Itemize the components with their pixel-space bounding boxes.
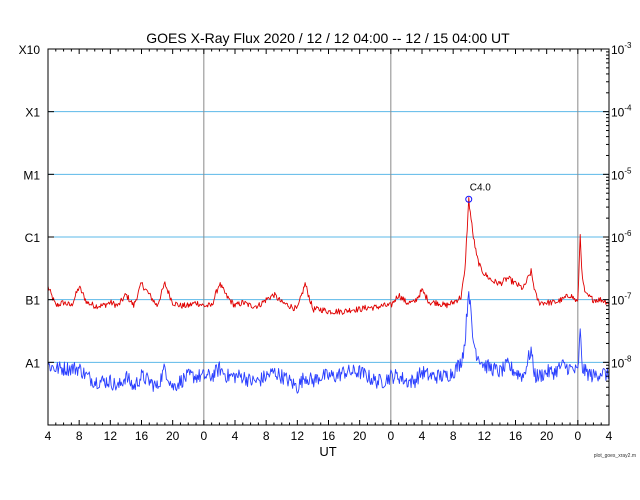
x-tick-label: 0 (574, 429, 581, 443)
x-tick-label: 12 (291, 429, 305, 443)
x-tick-label: 12 (104, 429, 118, 443)
axis-ticks (47, 49, 610, 426)
x-tick-label: 4 (419, 429, 426, 443)
right-flux-label: 10-6 (611, 229, 632, 245)
right-flux-label: 10-8 (611, 354, 632, 370)
x-tick-label: 0 (387, 429, 394, 443)
x-tick-label: 8 (450, 429, 457, 443)
axis-labels: 4 8 12 16 20 0 4 8 12 16 20 0 4 8 12 16 20 0 4 X10 X1 M1 C1 B1 A… (19, 41, 632, 443)
peak-annotation-label: C4.0 (470, 182, 492, 193)
right-flux-label: 10-7 (611, 292, 632, 308)
left-flare-class-label: B1 (25, 294, 40, 308)
left-flare-class-label: M1 (23, 168, 40, 182)
x-tick-label: 4 (45, 429, 52, 443)
right-flux-label: 10-3 (611, 41, 632, 57)
x-axis-label: UT (319, 444, 336, 459)
chart-title: GOES X-Ray Flux 2020 / 12 / 12 04:00 -- … (146, 30, 510, 46)
x-tick-label: 8 (263, 429, 270, 443)
x-tick-label: 16 (509, 429, 523, 443)
x-tick-label: 8 (76, 429, 83, 443)
x-tick-label: 20 (353, 429, 367, 443)
left-flare-class-label: A1 (25, 356, 40, 370)
peak-marker (465, 195, 473, 203)
series-line-short-channel (47, 291, 610, 394)
credit-label: plot_goes_xray2.m (594, 453, 636, 459)
x-tick-label: 16 (322, 429, 336, 443)
left-flare-class-label: C1 (25, 231, 41, 245)
grid-lines (48, 49, 609, 425)
right-flux-label: 10-4 (611, 104, 632, 120)
left-flare-class-label: X10 (19, 43, 41, 57)
series-layer: C4.0 (47, 182, 610, 394)
right-flux-label: 10-5 (611, 166, 632, 182)
x-tick-label: 20 (540, 429, 554, 443)
x-tick-label: 4 (232, 429, 239, 443)
x-tick-label: 16 (135, 429, 149, 443)
left-flare-class-label: X1 (25, 106, 40, 120)
series-line-long-channel (47, 197, 610, 315)
x-tick-label: 0 (200, 429, 207, 443)
x-tick-label: 12 (478, 429, 492, 443)
x-tick-label: 4 (606, 429, 613, 443)
x-tick-label: 20 (166, 429, 180, 443)
